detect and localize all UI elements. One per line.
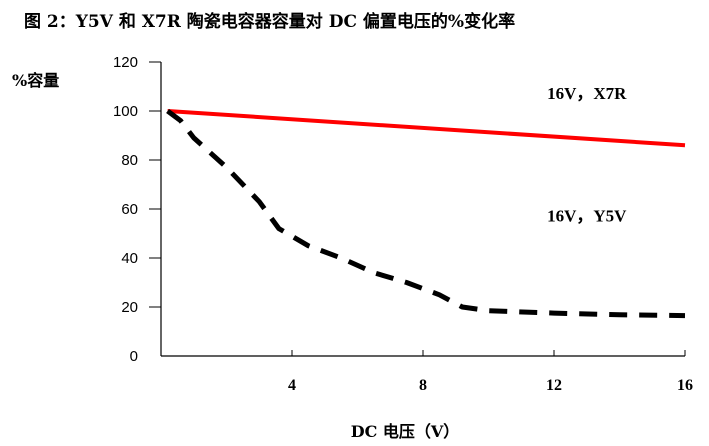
chart-title: 图 2：Y5V 和 X7R 陶瓷电容器容量对 DC 偏置电压的%变化率 <box>24 11 515 32</box>
y-tick-label: 20 <box>121 299 138 316</box>
series-labels: 16V，X7R 16V，Y5V <box>547 84 627 226</box>
y-axis-label: %容量 <box>12 71 59 90</box>
series-line-y5v <box>166 108 686 319</box>
x-axis-label: DC 电压（V） <box>351 422 460 441</box>
y-tick-label: 40 <box>121 250 138 267</box>
y-tick-label: 80 <box>121 152 138 169</box>
y-tick-label: 0 <box>130 348 138 365</box>
y-axis-ticks: 0 20 40 60 80 100 120 <box>113 54 161 365</box>
x-tick-label: 4 <box>288 377 296 394</box>
y-tick-label: 120 <box>113 54 138 71</box>
x-axis-ticks: 4 8 12 16 <box>288 350 693 394</box>
y-tick-label: 60 <box>121 201 138 218</box>
series-layer <box>166 108 686 319</box>
series-label-y5v: 16V，Y5V <box>547 206 627 225</box>
y-tick-label: 100 <box>113 103 138 120</box>
x-tick-label: 8 <box>419 377 427 394</box>
series-label-x7r: 16V，X7R <box>547 84 627 103</box>
series-line-x7r <box>167 109 686 148</box>
x-tick-label: 12 <box>546 377 562 394</box>
x-tick-label: 16 <box>677 377 693 394</box>
